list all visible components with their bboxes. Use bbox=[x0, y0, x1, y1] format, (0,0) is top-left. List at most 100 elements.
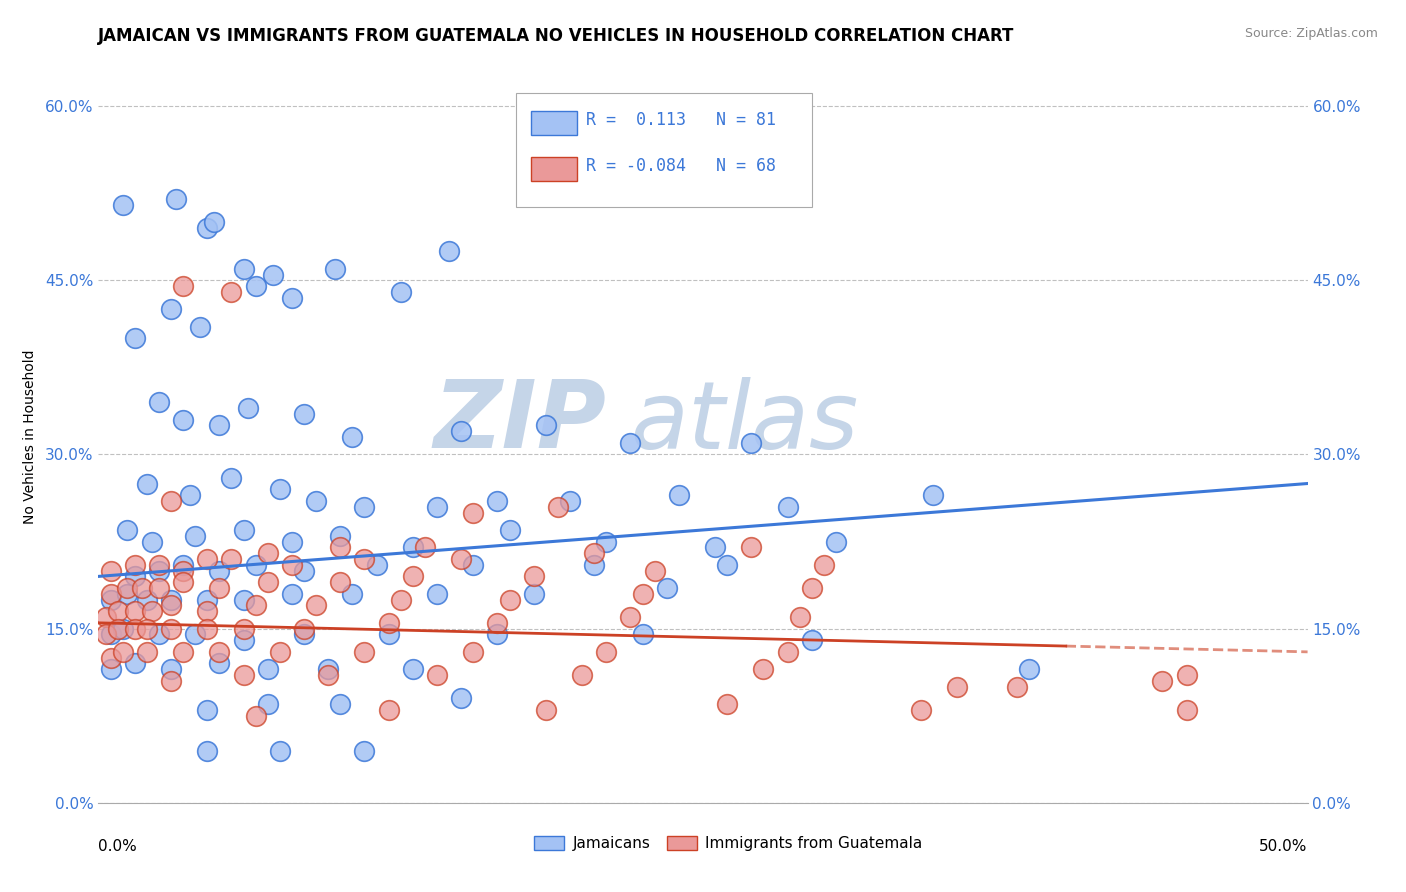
Point bbox=[232, 261, 254, 276]
Point bbox=[292, 627, 315, 641]
Bar bbox=[534, 836, 564, 850]
Point bbox=[172, 645, 194, 659]
Point bbox=[172, 558, 194, 572]
Bar bbox=[666, 836, 697, 850]
Point bbox=[813, 558, 835, 572]
Text: atlas: atlas bbox=[630, 377, 859, 468]
Point bbox=[195, 703, 218, 717]
Point bbox=[262, 268, 284, 282]
Point bbox=[366, 558, 388, 572]
Point bbox=[776, 500, 799, 514]
Point bbox=[269, 743, 291, 757]
FancyBboxPatch shape bbox=[516, 94, 811, 207]
Point bbox=[135, 622, 157, 636]
Point bbox=[740, 541, 762, 555]
Point bbox=[148, 564, 170, 578]
Point bbox=[117, 523, 139, 537]
Point bbox=[305, 599, 328, 613]
Point bbox=[172, 279, 194, 293]
Point bbox=[141, 604, 163, 618]
Point bbox=[195, 622, 218, 636]
Point bbox=[402, 662, 425, 676]
Text: Immigrants from Guatemala: Immigrants from Guatemala bbox=[706, 836, 922, 851]
Point bbox=[1018, 662, 1040, 676]
Text: JAMAICAN VS IMMIGRANTS FROM GUATEMALA NO VEHICLES IN HOUSEHOLD CORRELATION CHART: JAMAICAN VS IMMIGRANTS FROM GUATEMALA NO… bbox=[98, 27, 1015, 45]
Point bbox=[135, 476, 157, 491]
Point bbox=[740, 436, 762, 450]
Point bbox=[232, 633, 254, 648]
Point bbox=[486, 627, 509, 641]
Point bbox=[523, 587, 546, 601]
Point bbox=[238, 401, 260, 415]
Y-axis label: No Vehicles in Household: No Vehicles in Household bbox=[22, 350, 37, 524]
Point bbox=[160, 599, 183, 613]
Point bbox=[107, 622, 129, 636]
Point bbox=[245, 708, 267, 723]
Point bbox=[256, 546, 278, 560]
Point bbox=[353, 743, 375, 757]
Point bbox=[117, 581, 139, 595]
Point bbox=[342, 587, 364, 601]
Point bbox=[117, 587, 139, 601]
Point bbox=[325, 261, 347, 276]
Point bbox=[195, 592, 218, 607]
Point bbox=[131, 581, 153, 595]
Point bbox=[498, 523, 520, 537]
Point bbox=[111, 622, 134, 636]
Point bbox=[800, 633, 823, 648]
Point bbox=[148, 395, 170, 409]
Point bbox=[232, 668, 254, 682]
Point bbox=[595, 534, 617, 549]
Point bbox=[188, 319, 211, 334]
Point bbox=[776, 645, 799, 659]
Point bbox=[124, 604, 146, 618]
Point bbox=[208, 564, 231, 578]
Point bbox=[655, 581, 678, 595]
Point bbox=[184, 627, 207, 641]
Point bbox=[124, 331, 146, 345]
Point bbox=[124, 558, 146, 572]
Point bbox=[619, 610, 641, 624]
Point bbox=[165, 192, 187, 206]
Point bbox=[1152, 673, 1174, 688]
Point bbox=[716, 697, 738, 711]
Point bbox=[329, 575, 352, 590]
Point bbox=[619, 436, 641, 450]
Point bbox=[558, 494, 581, 508]
Point bbox=[141, 534, 163, 549]
Point bbox=[1175, 703, 1198, 717]
Point bbox=[256, 662, 278, 676]
Point bbox=[160, 494, 183, 508]
Point bbox=[910, 703, 932, 717]
Point bbox=[107, 604, 129, 618]
Point bbox=[377, 627, 399, 641]
Point bbox=[486, 615, 509, 630]
Point bbox=[256, 575, 278, 590]
Point bbox=[353, 552, 375, 566]
Point bbox=[221, 552, 243, 566]
Point bbox=[256, 697, 278, 711]
Point bbox=[305, 494, 328, 508]
Point bbox=[292, 564, 315, 578]
Point bbox=[208, 581, 231, 595]
Point bbox=[208, 418, 231, 433]
Point bbox=[523, 569, 546, 583]
Point bbox=[353, 645, 375, 659]
Point bbox=[450, 691, 472, 706]
Point bbox=[631, 627, 654, 641]
Point bbox=[921, 488, 943, 502]
Point bbox=[148, 581, 170, 595]
Point bbox=[534, 418, 557, 433]
Point bbox=[292, 407, 315, 421]
Point bbox=[160, 622, 183, 636]
Point bbox=[946, 680, 969, 694]
Point bbox=[329, 529, 352, 543]
Point bbox=[450, 424, 472, 438]
Point bbox=[232, 523, 254, 537]
Point bbox=[402, 541, 425, 555]
Point bbox=[704, 541, 727, 555]
Point bbox=[221, 285, 243, 299]
Point bbox=[135, 592, 157, 607]
Point bbox=[329, 541, 352, 555]
Point bbox=[402, 569, 425, 583]
